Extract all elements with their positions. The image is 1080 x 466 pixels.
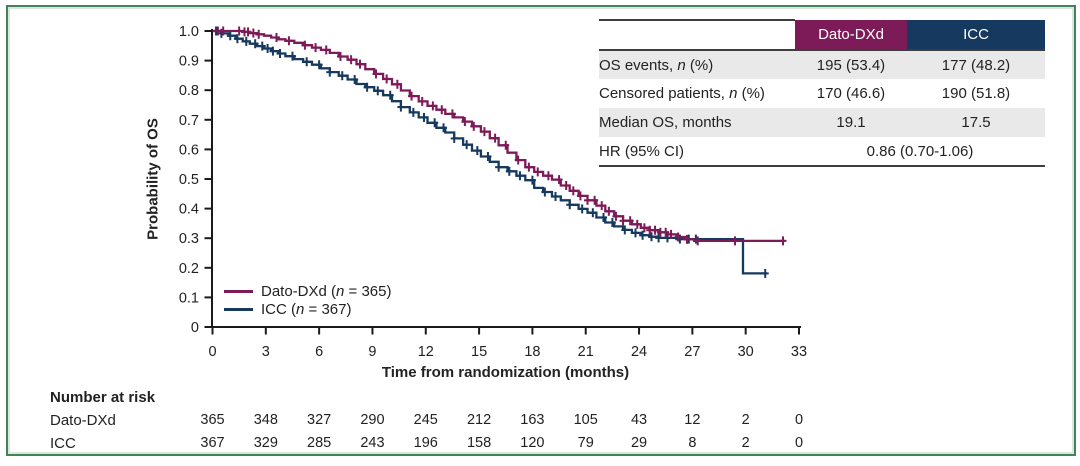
y-tick-label: 0.2 — [179, 261, 199, 277]
os-events-icc-value: 177 (48.2) — [907, 50, 1045, 79]
risk-count: 2 — [741, 412, 750, 428]
risk-row-label-dato-dxd: Dato-DXd — [50, 412, 116, 429]
summary-header-dato-dxd: Dato-DXd — [795, 20, 907, 51]
x-tick-label: 0 — [208, 344, 216, 360]
legend-item-dato-dxd: Dato-DXd (n = 365) — [224, 282, 392, 300]
os-summary-table: Dato-DXd ICC OS events, n (%) 195 (53.4)… — [599, 19, 1045, 167]
median-os-icc-value: 17.5 — [907, 108, 1045, 137]
risk-row-label-icc: ICC — [50, 435, 76, 452]
legend-label-dato-dxd: Dato-DXd (n = 365) — [261, 282, 392, 300]
legend-label-icc: ICC (n = 367) — [261, 300, 352, 318]
risk-count: 0 — [794, 435, 804, 451]
x-tick-label: 27 — [684, 344, 700, 360]
y-tick-label: 0.3 — [179, 231, 199, 247]
risk-count: 43 — [630, 412, 648, 428]
summary-row-censored: Censored patients, n (%) 170 (46.6) 190 … — [599, 79, 1045, 108]
legend: Dato-DXd (n = 365) ICC (n = 367) — [224, 282, 392, 318]
y-tick-label: 0.5 — [179, 172, 199, 188]
risk-count: 79 — [577, 435, 594, 451]
dato-dxd-line-swatch — [224, 289, 253, 293]
y-tick-label: 1.0 — [179, 24, 199, 40]
x-tick-label: 30 — [738, 344, 754, 360]
hr-label: HR (95% CI) — [599, 137, 795, 167]
risk-count: 212 — [466, 412, 492, 428]
risk-count: 365 — [200, 412, 225, 428]
risk-count: 285 — [307, 435, 332, 451]
x-tick-label: 18 — [524, 344, 540, 360]
summary-row-median-os: Median OS, months 19.1 17.5 — [599, 108, 1045, 137]
censored-dato-value: 170 (46.6) — [816, 85, 886, 102]
summary-header-row: Dato-DXd ICC — [599, 19, 1045, 51]
x-tick-label: 12 — [418, 344, 434, 360]
risk-count: 0 — [794, 412, 804, 428]
risk-count: 329 — [253, 435, 278, 451]
series-icc — [212, 26, 769, 278]
risk-count: 8 — [688, 435, 697, 451]
risk-count: 163 — [520, 412, 545, 428]
summary-header-empty-cell — [599, 19, 795, 51]
x-tick-label: 15 — [471, 344, 487, 360]
risk-count: 290 — [360, 412, 385, 428]
summary-header-icc: ICC — [907, 20, 1045, 51]
x-tick-label: 9 — [368, 344, 376, 360]
x-tick-label: 24 — [631, 344, 647, 360]
number-at-risk-title: Number at risk — [50, 389, 156, 406]
median-os-label: Median OS, months — [599, 108, 795, 137]
risk-count: 327 — [307, 412, 332, 428]
summary-row-hr: HR (95% CI) 0.86 (0.70-1.06) — [599, 137, 1045, 167]
km-figure-frame: 0 0.1 0.2 0.3 0.4 0.5 0.6 0.7 0.8 0.9 1.0 0 3 6 9 12 15 1… — [6, 5, 1076, 456]
y-tick-label: 0.9 — [179, 54, 199, 70]
hr-value: 0.86 (0.70-1.06) — [795, 137, 1045, 167]
censored-label: Censored patients, n (%) — [599, 85, 765, 102]
series-dato-dxd — [212, 26, 787, 246]
y-tick-label: 0 — [191, 320, 199, 336]
censored-icc-value: 190 (51.8) — [941, 85, 1011, 102]
y-axis-title: Probability of OS — [144, 118, 162, 240]
os-events-label: OS events, n (%) — [599, 50, 795, 79]
risk-count: 348 — [253, 412, 278, 428]
risk-count: 29 — [630, 435, 648, 451]
y-tick-label: 0.4 — [179, 202, 199, 218]
y-tick-label: 0.7 — [179, 113, 199, 129]
risk-count: 2 — [741, 435, 750, 451]
x-tick-label: 3 — [262, 344, 270, 360]
y-tick-label: 0.1 — [179, 290, 199, 306]
risk-count: 158 — [466, 435, 492, 451]
summary-row-os-events: OS events, n (%) 195 (53.4) 177 (48.2) — [599, 50, 1045, 79]
x-tick-label: 33 — [791, 344, 807, 360]
median-os-dato-value: 19.1 — [795, 108, 907, 137]
risk-count: 12 — [684, 412, 701, 428]
risk-count: 120 — [520, 435, 545, 451]
axes: 0 0.1 0.2 0.3 0.4 0.5 0.6 0.7 0.8 0.9 1.0 0 3 6 9 12 15 1… — [179, 24, 807, 360]
y-tick-label: 0.8 — [179, 83, 199, 99]
y-tick-label: 0.6 — [179, 142, 199, 158]
risk-count: 245 — [413, 412, 438, 428]
icc-line-swatch — [224, 307, 253, 311]
x-tick-label: 21 — [578, 344, 594, 360]
legend-item-icc: ICC (n = 367) — [224, 300, 392, 318]
risk-count: 196 — [413, 435, 438, 451]
risk-count: 243 — [360, 435, 385, 451]
os-events-dato-value: 195 (53.4) — [795, 50, 907, 79]
x-axis-title: Time from randomization (months) — [381, 364, 630, 381]
x-tick-label: 6 — [315, 344, 323, 360]
risk-count: 367 — [200, 435, 225, 451]
risk-count: 105 — [573, 412, 598, 428]
